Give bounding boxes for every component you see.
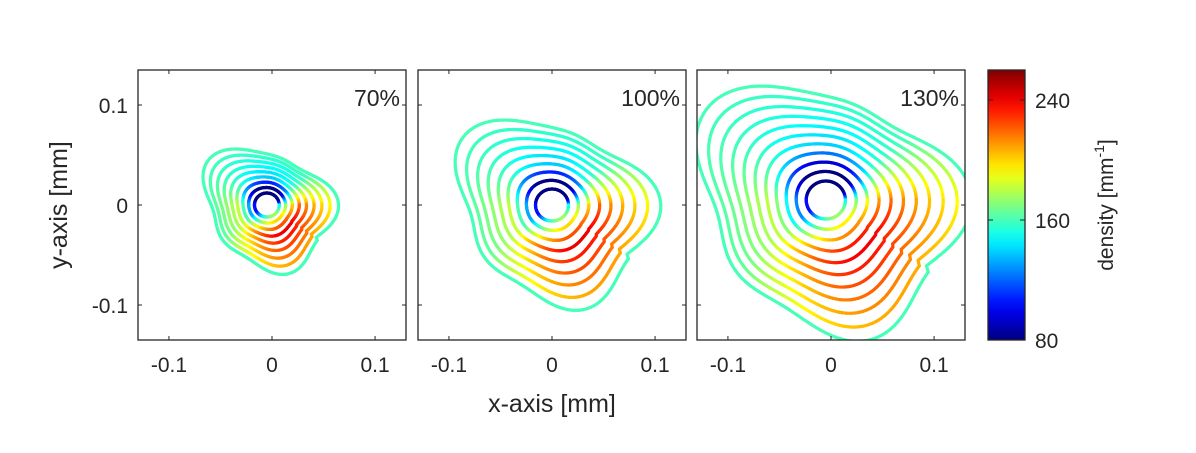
x-tick-label: -0.1 <box>431 354 467 377</box>
y-tick-label: 0 <box>116 195 128 218</box>
density-curves <box>201 147 341 277</box>
density-curves <box>697 84 965 340</box>
x-tick-label: 0.1 <box>360 354 389 377</box>
panel-label: 100% <box>621 85 680 111</box>
x-tick-label: 0 <box>266 354 278 377</box>
panel-1: -0.1 0 0.1 -0.1 0 0.1 70% <box>92 69 407 377</box>
y-tick-label: -0.1 <box>92 295 128 318</box>
panels: -0.1 0 0.1 -0.1 0 0.1 70% -0.1 0 0.1 100% -0.1 0 0.11… <box>92 69 966 377</box>
panel-label: 70% <box>354 85 400 111</box>
panel-2: -0.1 0 0.1 100% <box>417 69 687 377</box>
x-tick-label: -0.1 <box>151 354 187 377</box>
y-tick-label: 0.1 <box>99 95 128 118</box>
x-tick-label: 0.1 <box>640 354 669 377</box>
density-curves <box>453 118 663 312</box>
x-tick-label: 0 <box>546 354 558 377</box>
